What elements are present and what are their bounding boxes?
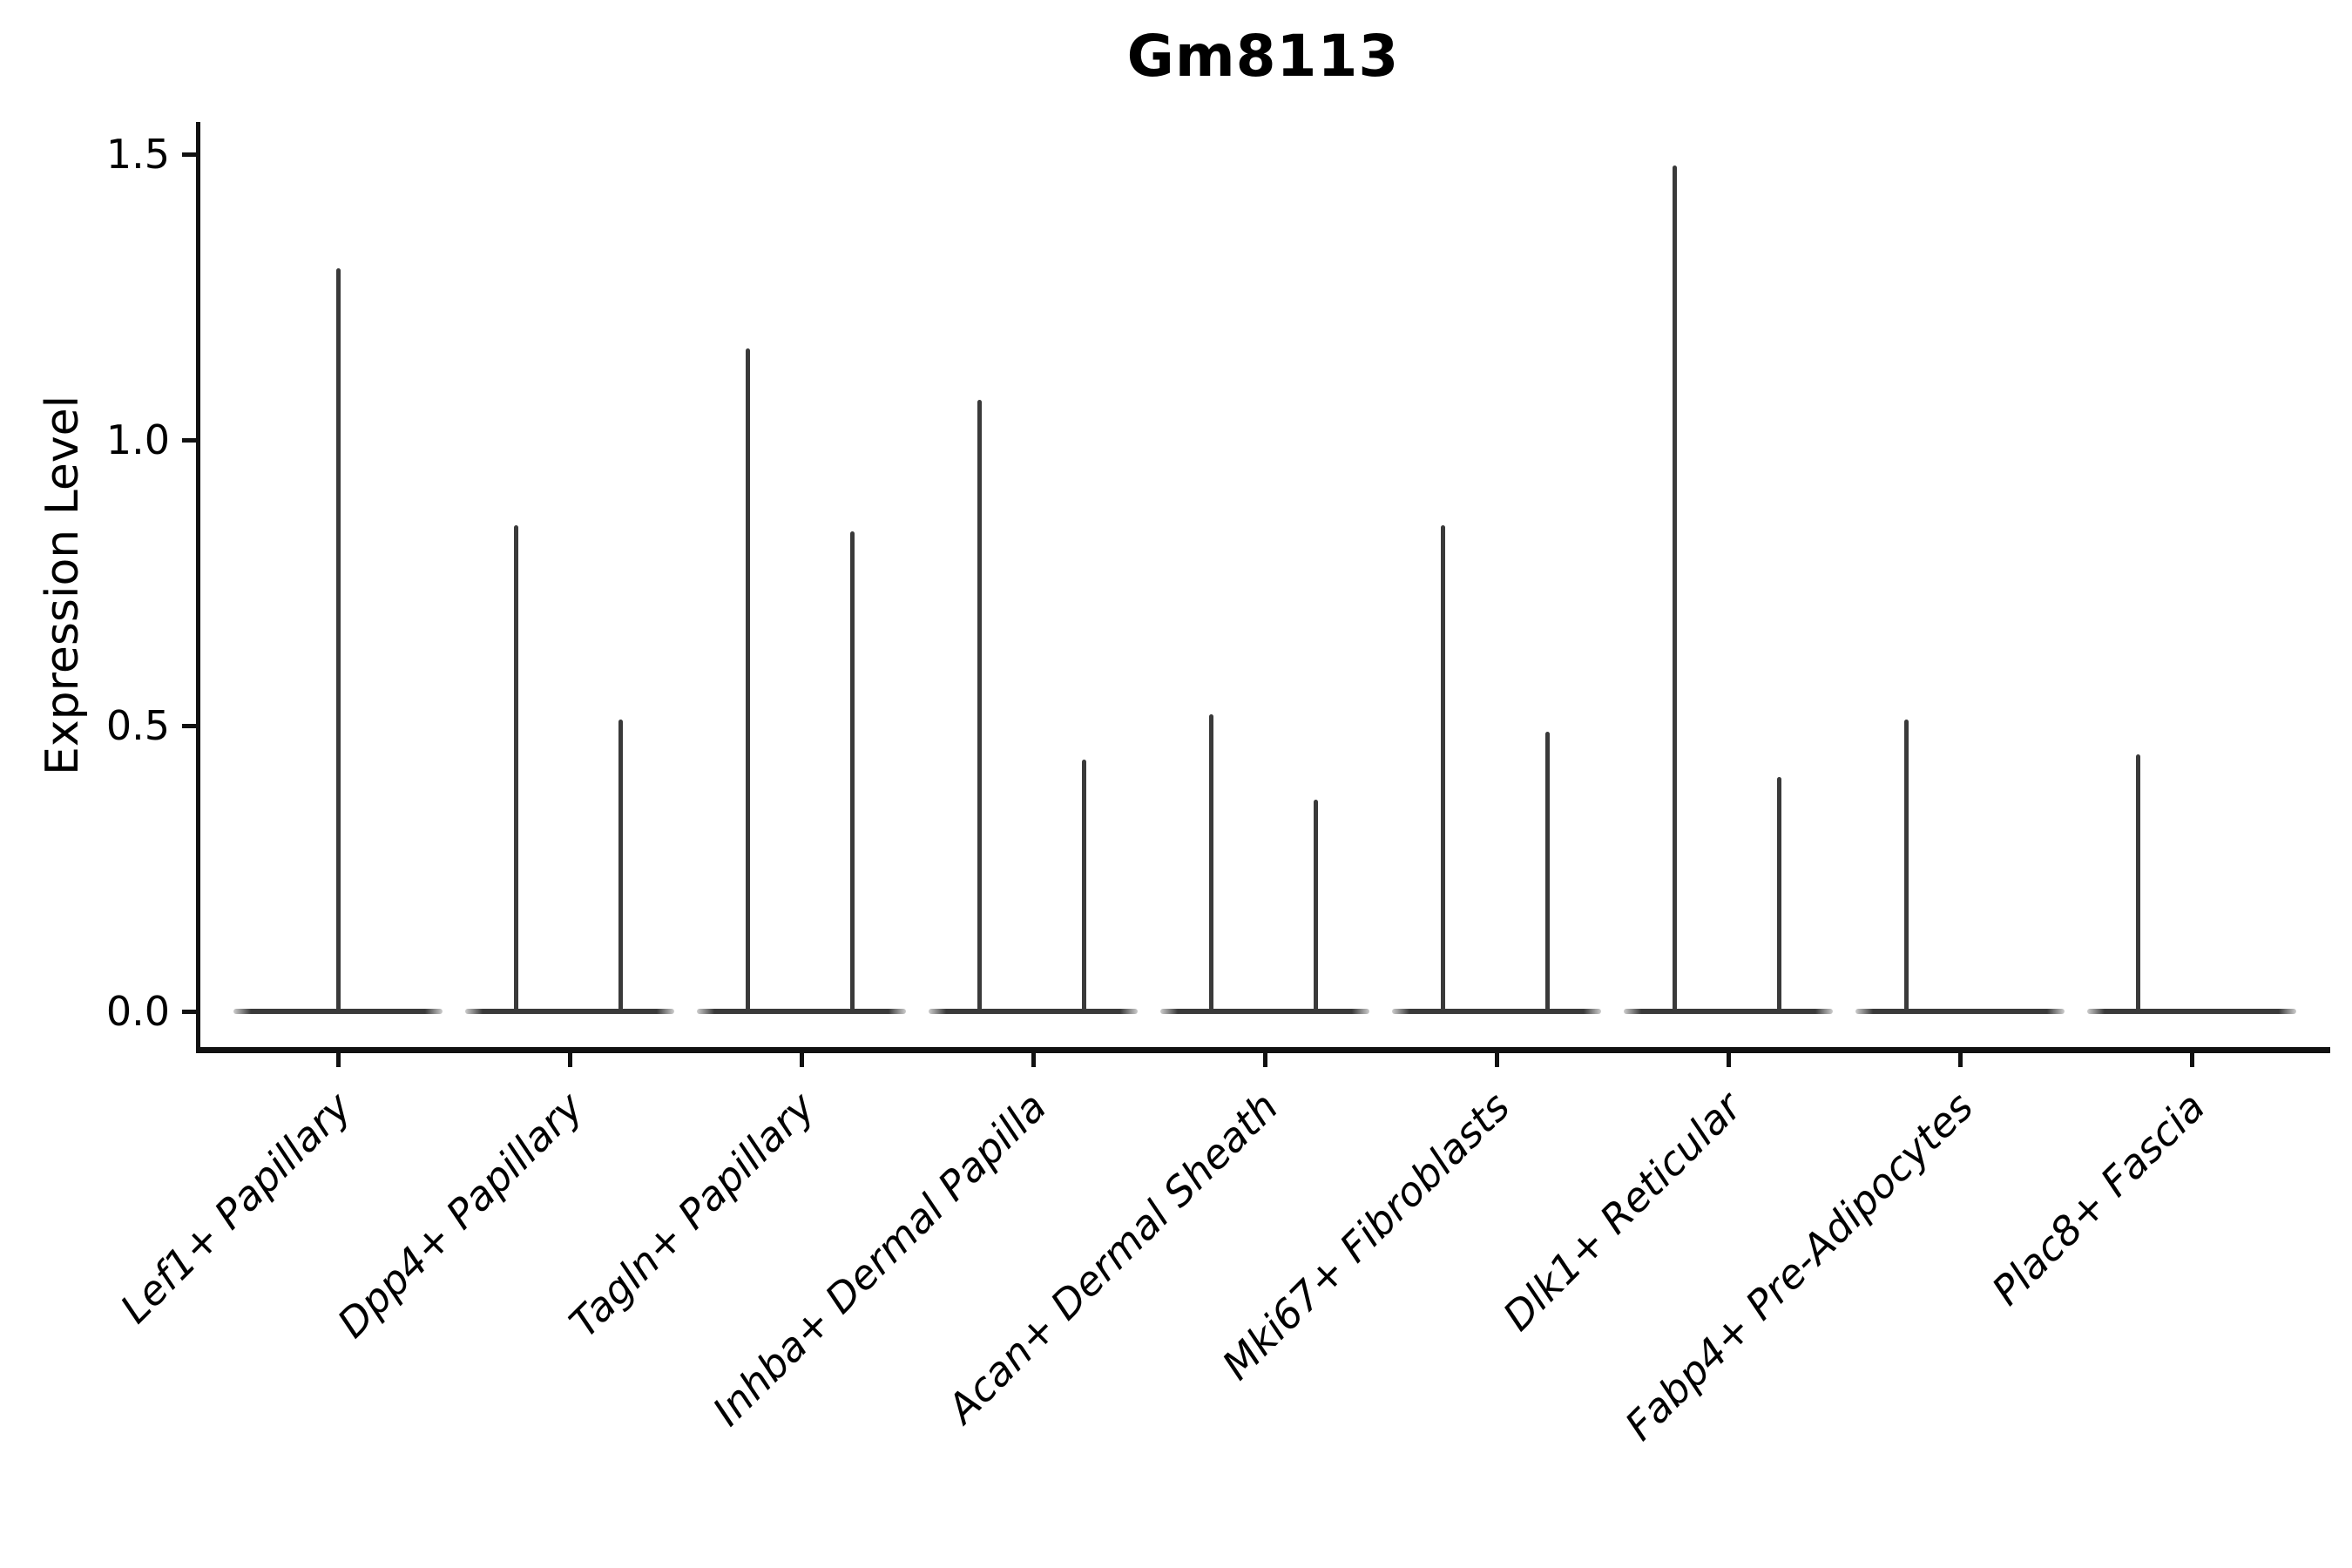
violin-spike bbox=[1672, 166, 1677, 1011]
x-tick-mark bbox=[799, 1053, 804, 1067]
y-tick-mark bbox=[182, 437, 196, 443]
violin-spike bbox=[618, 720, 623, 1011]
violin-spike bbox=[849, 531, 855, 1011]
violin-spike bbox=[977, 400, 982, 1011]
chart-title: Gm8113 bbox=[1126, 23, 1400, 90]
violin-baseline bbox=[233, 1009, 443, 1014]
violin-spike bbox=[1544, 731, 1550, 1011]
violin-baseline bbox=[1624, 1009, 1833, 1014]
violin-baseline bbox=[2087, 1009, 2296, 1014]
violin-baseline bbox=[1392, 1009, 1601, 1014]
violin-baseline bbox=[929, 1009, 1138, 1014]
x-axis-spine bbox=[196, 1047, 2330, 1053]
x-tick-mark bbox=[1262, 1053, 1267, 1067]
violin-baseline bbox=[697, 1009, 906, 1014]
violin-spike bbox=[1903, 720, 1909, 1011]
x-tick-mark bbox=[1726, 1053, 1731, 1067]
y-tick-mark bbox=[182, 723, 196, 728]
y-tick-label: 1.5 bbox=[105, 131, 170, 178]
y-tick-label: 1.0 bbox=[105, 416, 170, 463]
violin-baseline bbox=[465, 1009, 674, 1014]
violin-spike bbox=[2135, 754, 2140, 1011]
violin-spike bbox=[745, 348, 750, 1011]
violin-spike bbox=[1313, 800, 1318, 1011]
violin-baseline bbox=[1855, 1009, 2065, 1014]
x-tick-mark bbox=[1957, 1053, 1963, 1067]
y-tick-mark bbox=[182, 152, 196, 157]
x-tick-mark bbox=[2189, 1053, 2194, 1067]
x-tick-mark bbox=[567, 1053, 572, 1067]
violin-spike bbox=[1440, 525, 1445, 1011]
y-tick-label: 0.0 bbox=[105, 988, 170, 1035]
violin-baseline bbox=[1160, 1009, 1369, 1014]
violin-spike bbox=[335, 268, 341, 1011]
violin-spike bbox=[513, 525, 518, 1011]
y-tick-mark bbox=[182, 1009, 196, 1014]
y-axis-spine bbox=[196, 122, 200, 1053]
x-tick-label: Lef1+ Papillary bbox=[111, 1083, 361, 1333]
x-tick-mark bbox=[1031, 1053, 1036, 1067]
x-tick-mark bbox=[1494, 1053, 1499, 1067]
x-tick-mark bbox=[335, 1053, 341, 1067]
violin-spike bbox=[1776, 777, 1781, 1011]
y-tick-label: 0.5 bbox=[105, 702, 170, 749]
violin-spike bbox=[1208, 713, 1213, 1011]
violin-spike bbox=[1081, 760, 1086, 1011]
